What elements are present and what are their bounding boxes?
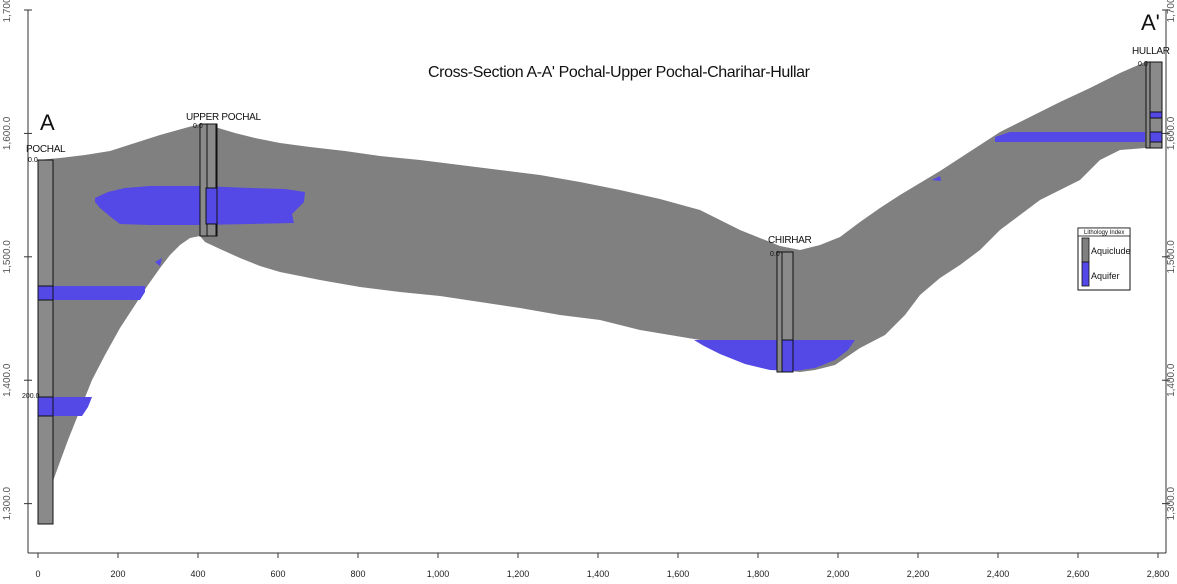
aquifer-lens-small-2: [155, 258, 162, 266]
x-tick-label: 1,200: [507, 569, 530, 579]
endpoint-right-label: A': [1141, 10, 1160, 35]
aquifer-lens-chirhar: [694, 340, 855, 371]
x-tick-label: 600: [270, 569, 285, 579]
x-tick-label: 1,600: [667, 569, 690, 579]
chart-title: Cross-Section A-A' Pochal-Upper Pochal-C…: [428, 64, 811, 81]
well-upper-pochal: [199, 123, 218, 237]
x-tick-label: 2,400: [987, 569, 1010, 579]
y-tick-label-left: 1,300.0: [2, 487, 13, 521]
aquifer-lens-hullar: [995, 132, 1145, 142]
x-tick-label: 2,800: [1147, 569, 1170, 579]
legend: Lithology Index Aquiclude Aquifer: [1077, 227, 1131, 291]
well-chirhar: [776, 251, 794, 373]
x-tick-label: 0: [35, 569, 40, 579]
well-label-chirhar: CHIRHAR: [768, 235, 812, 246]
x-tick-label: 2,600: [1067, 569, 1090, 579]
y-tick-label-left: 1,500.0: [2, 240, 13, 274]
x-tick-label: 1,000: [427, 569, 450, 579]
depth-label-pochal-200: 200.0: [22, 393, 40, 400]
y-tick-label-right: 1,500.0: [1166, 240, 1177, 274]
y-tick-label-right: 1,600.0: [1166, 116, 1177, 150]
x-tick-label: 200: [110, 569, 125, 579]
legend-title: Lithology Index: [1084, 230, 1124, 236]
well-label-pochal: POCHAL: [26, 144, 66, 155]
y-tick-label-left: 1,400.0: [2, 363, 13, 397]
y-tick-label-right: 1,300.0: [1166, 487, 1177, 521]
legend-swatch-aquifer: [1081, 261, 1090, 287]
x-tick-label: 2,200: [907, 569, 930, 579]
well-hullar: [1145, 61, 1163, 149]
depth-label-pochal-top: 0.0: [28, 157, 38, 164]
aquiclude-body: [38, 62, 1160, 524]
y-tick-label-right: 1,400.0: [1166, 363, 1177, 397]
depth-label-upper-pochal-top: 0.0: [193, 123, 203, 130]
x-axis-ticks: 0 200 400 600 800 1,000 1,200 1,400 1,600 1,800 2,…: [35, 553, 1169, 579]
y-axis-ticks: 1,300.0 1,300.0 1,400.0 1,400.0 1,500.0 1,500…: [2, 0, 1177, 520]
aquifer-lens-small-1: [932, 176, 941, 181]
x-tick-label: 800: [350, 569, 365, 579]
x-tick-label: 2,000: [827, 569, 850, 579]
depth-label-chirhar-top: 0.0: [770, 251, 780, 258]
y-tick-label-left: 1,600.0: [2, 116, 13, 150]
well-label-hullar: HULLAR: [1132, 46, 1170, 57]
x-tick-label: 1,800: [747, 569, 770, 579]
endpoint-left-label: A: [40, 110, 55, 135]
x-tick-label: 1,400: [587, 569, 610, 579]
depth-label-hullar-top: 0.0: [1138, 61, 1148, 68]
legend-label-aquiclude: Aquiclude: [1091, 246, 1131, 256]
y-tick-label-left: 1,700: [2, 0, 13, 23]
well-pochal: [37, 159, 54, 525]
legend-label-aquifer: Aquifer: [1091, 271, 1120, 281]
well-label-upper-pochal: UPPER POCHAL: [186, 112, 261, 123]
aquifer-lens-pochal-shallow: [38, 286, 145, 300]
x-tick-label: 400: [190, 569, 205, 579]
y-tick-label-right: 1,700: [1166, 0, 1177, 23]
legend-swatch-aquiclude: [1081, 237, 1090, 263]
